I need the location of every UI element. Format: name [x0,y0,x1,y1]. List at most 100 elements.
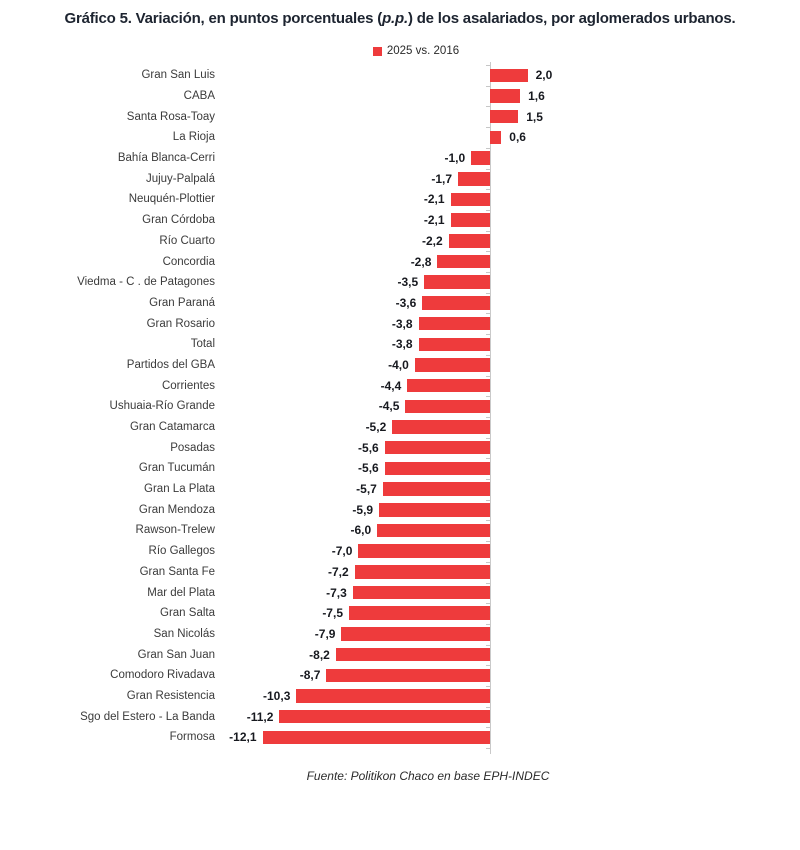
category-label: Gran Salta [160,607,215,620]
axis-tick [486,396,490,398]
axis-tick [486,209,490,211]
chart-row: Jujuy-Palpalá -1,7 [0,168,800,189]
value-label: -8,7 [299,668,321,683]
value-label: -4,0 [388,357,409,372]
legend-swatch-icon [372,46,382,56]
chart-row: Gran Rosario -3,8 [0,313,800,334]
chart-row: Bahía Blanca-Cerri -1,0 [0,148,800,169]
axis-tick [486,272,490,273]
axis-tick [486,65,490,66]
axis-tick [486,251,490,253]
chart-title: Gráfico 5. Variación, en puntos porcentu… [24,10,776,27]
category-label: Gran San Juan [137,648,215,661]
bar [384,440,490,455]
category-label: Posadas [170,441,215,454]
value-label: -7,0 [331,544,353,559]
chart-row: Gran Córdoba -2,1 [0,210,800,231]
chart-row: Gran Catamarca -5,2 [0,417,800,438]
plot-area: -5,2 [215,417,800,438]
plot-area: -10,3 [215,686,800,707]
value-label: -2,2 [421,233,443,248]
plot-area: -2,1 [215,189,800,210]
value-label: -5,7 [356,482,377,497]
plot-area: 1,5 [215,106,800,127]
category-label: Total [190,338,215,351]
bar [379,503,490,517]
category-label: Gran Córdoba [142,214,215,227]
category-label: Viedma - C . de Patagones [77,276,215,289]
bar [296,689,490,703]
plot-area: -7,0 [215,541,800,562]
category-label: Gran Catamarca [129,421,215,434]
value-label: 1,5 [526,109,543,124]
plot-area: -2,2 [215,231,800,252]
bar [424,275,490,289]
plot-area: -12,1 [215,727,800,748]
value-label: 1,6 [528,89,545,104]
bar [354,565,490,579]
plot-area: -2,8 [215,251,800,272]
axis-tick [486,189,490,191]
axis-tick [486,106,490,108]
value-label: 0,6 [509,130,526,145]
axis-tick [486,706,490,708]
value-label: -1,0 [444,151,466,166]
category-label: Santa Rosa-Toay [126,110,215,123]
category-label: Gran Tucumán [138,462,215,475]
chart-row: CABA 1,6 [0,86,800,107]
value-label: 2,0 [535,68,553,83]
bar [490,130,502,145]
category-label: Partidos del GBA [126,358,215,371]
plot-area: -4,5 [215,396,800,417]
bar [358,544,490,558]
value-label: -2,8 [410,254,432,269]
chart-row: Neuquén-Plottier -2,1 [0,189,800,210]
axis-tick [486,168,490,170]
plot-area: -7,2 [215,562,800,583]
bar [422,296,490,310]
category-label: Río Cuarto [159,234,215,247]
axis-tick [486,623,490,625]
chart-row: Río Cuarto -2,2 [0,231,800,252]
axis-tick [486,665,490,667]
chart-title-italic-pp: p.p. [382,10,408,27]
category-label: Río Gallegos [148,545,215,558]
value-label: -10,3 [263,688,291,703]
chart-row: Gran Mendoza -5,9 [0,499,800,520]
bar [407,378,490,393]
plot-area: 2,0 [215,65,800,86]
value-label: -2,1 [423,213,445,228]
plot-area: -8,2 [215,644,800,665]
plot-area: -7,5 [215,603,800,624]
chart-row: Mar del Plata -7,3 [0,582,800,603]
axis-tick [486,416,490,418]
chart-row: Gran Paraná -3,6 [0,293,800,314]
bar [349,606,490,620]
chart-row: Gran Santa Fe -7,2 [0,562,800,583]
value-label: -7,5 [322,606,343,621]
chart-row: Corrientes -4,4 [0,375,800,396]
axis-tick [486,644,490,646]
category-label: Gran La Plata [144,483,215,496]
bar [262,730,490,745]
axis-tick [486,230,490,232]
plot-area: 1,6 [215,86,800,107]
axis-tick [486,520,490,522]
axis-tick [486,603,490,605]
value-label: -5,6 [358,461,379,476]
value-label: -7,2 [327,564,349,579]
legend: 2025 vs. 2016 [0,45,800,57]
category-label: Gran Resistencia [126,689,215,702]
plot-area: -5,9 [215,499,800,520]
chart-row: Rawson-Trelew -6,0 [0,520,800,541]
plot-area: -3,8 [215,334,800,355]
value-label: -4,5 [378,399,400,414]
chart-title-suffix: ) de los asalariados, por aglomerados ur… [407,10,736,27]
plot-area: -11,2 [215,706,800,727]
category-label: Gran Santa Fe [139,565,215,578]
chart-row: Santa Rosa-Toay 1,5 [0,106,800,127]
plot-area: -5,7 [215,479,800,500]
category-label: Gran Paraná [149,296,215,309]
value-label: -11,2 [246,709,274,724]
